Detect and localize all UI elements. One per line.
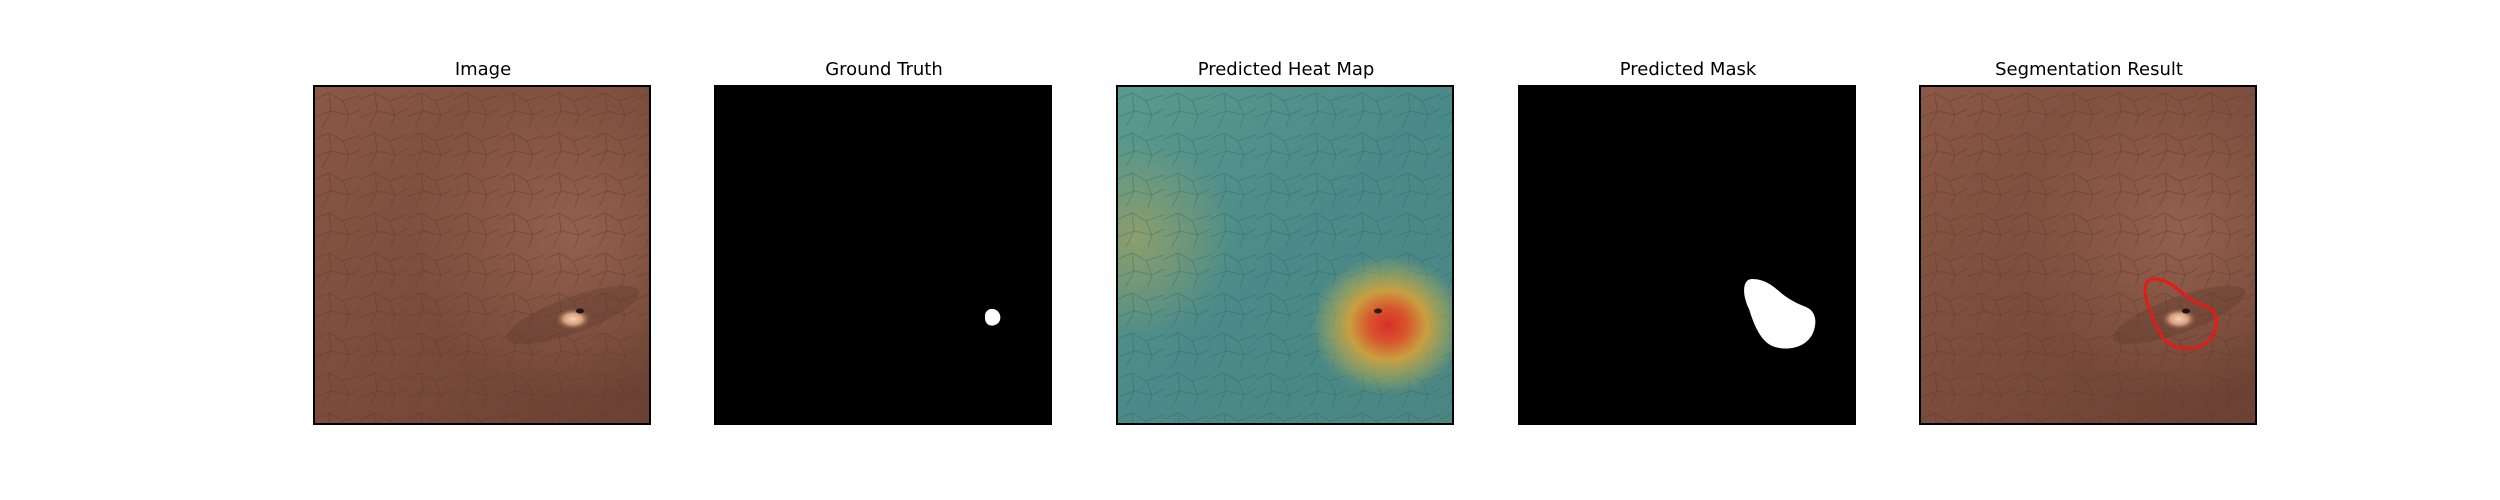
segmentation-overlay-svg	[1921, 87, 2255, 423]
predicted-region	[1744, 279, 1816, 349]
panel-title: Ground Truth	[825, 59, 943, 80]
heat-map	[1116, 85, 1454, 425]
ground-truth-mask-svg	[716, 87, 1050, 423]
panel-title: Predicted Mask	[1619, 59, 1757, 80]
ground-truth-mask	[714, 85, 1052, 425]
ground-truth-region	[984, 308, 1001, 326]
predicted-mask-svg	[1520, 87, 1854, 423]
leather-photo	[313, 85, 651, 425]
panel-segmentation-result: Segmentation Result	[1919, 56, 2259, 425]
panel-title: Predicted Heat Map	[1197, 59, 1375, 80]
panel-title: Image	[454, 59, 512, 80]
segmentation-contour	[2143, 277, 2218, 350]
panel-ground-truth: Ground Truth	[714, 56, 1054, 425]
predicted-mask	[1518, 85, 1856, 425]
heat-map-svg	[1118, 87, 1452, 423]
panel-predicted-mask: Predicted Mask	[1518, 56, 1858, 425]
segmentation-overlay	[1919, 85, 2257, 425]
leather-photo-svg	[315, 87, 649, 423]
panel-image: Image	[313, 56, 653, 425]
panel-title: Segmentation Result	[1995, 59, 2183, 80]
panel-heat-map: Predicted Heat Map	[1116, 56, 1456, 425]
